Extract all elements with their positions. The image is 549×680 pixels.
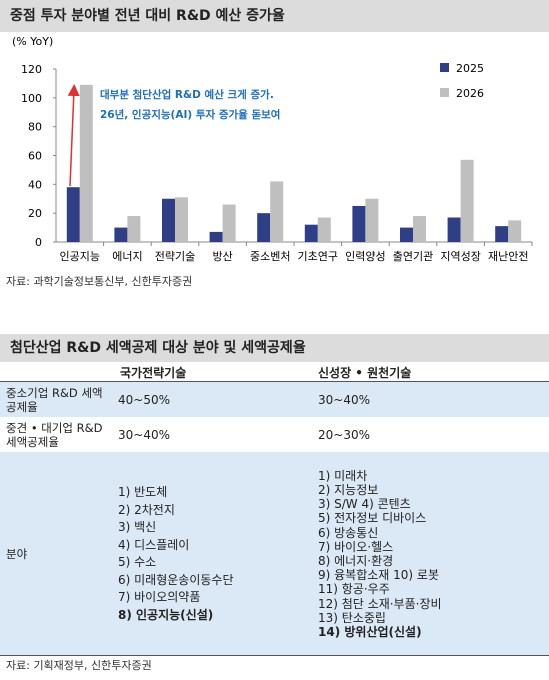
annotation-arrow <box>67 84 80 187</box>
x-tick-label: 출연기관 <box>393 250 433 263</box>
bar <box>79 84 93 242</box>
list-item: 7) 바이오·헬스 <box>318 539 394 554</box>
x-tick-label: 방산 <box>212 250 232 263</box>
y-tick-label: 0 <box>35 236 42 249</box>
bar <box>114 227 128 242</box>
bar <box>270 181 284 242</box>
list-item: 1) 미래차 <box>318 468 368 483</box>
chart: (% YoY) 0 20 40 60 80 100 120 인공지능 에너지 전략기술 방산 중소벤처… <box>12 35 533 263</box>
list-item: 6) 미래형운송이동수단 <box>118 572 234 587</box>
row-label: 중소기업 R&D 세액공제율 <box>6 386 103 414</box>
row-bg <box>0 382 549 418</box>
column-header: 국가전략기술 <box>120 366 187 380</box>
bar <box>175 197 188 242</box>
bar <box>209 231 223 242</box>
list-item: 12) 첨단 소재·부품·장비 <box>318 596 442 611</box>
cell-value: 30~40% <box>318 393 370 407</box>
x-tick-label: 인력양성 <box>345 250 385 263</box>
bar <box>162 198 175 242</box>
bar <box>413 216 426 242</box>
legend-swatch <box>440 63 449 72</box>
list-item: 8) 에너지·환경 <box>318 554 394 568</box>
y-tick-label: 40 <box>28 178 42 191</box>
x-tick-label: 중소벤처 <box>250 250 290 263</box>
chart-source: 자료: 과학기술정보통신부, 신한투자증권 <box>6 275 193 288</box>
list-item: 1) 반도체 <box>118 485 168 499</box>
table-source: 자료: 기획재정부, 신한투자증권 <box>6 659 152 672</box>
cell-value: 30~40% <box>118 428 170 442</box>
bar <box>508 220 522 242</box>
y-tick-label: 100 <box>21 92 42 105</box>
list-item: 11) 항공·우주 <box>318 582 390 597</box>
annotation: 26년, 인공지능(AI) 투자 증가율 돋보여 <box>100 108 280 121</box>
cell-value: 20~30% <box>318 428 370 442</box>
bar <box>365 198 379 242</box>
chart-title: 중점 투자 분야별 전년 대비 R&D 예산 증가율 <box>0 0 549 32</box>
list-item: 13) 탄소중립 <box>318 610 386 625</box>
bar <box>127 216 141 242</box>
list-item: 14) 방위산업(신설) <box>318 625 422 640</box>
table-title: 첨단산업 R&D 세액공제 대상 분야 및 세액공제율 <box>0 334 549 362</box>
x-tick-label: 기초연구 <box>298 250 338 263</box>
cell-list: 1) 미래차 2) 지능정보 3) S/W 4) 콘텐츠 5) 전자정보 디바이스 6)… <box>318 452 549 656</box>
list-item: 2) 지능정보 <box>318 482 379 497</box>
x-tick-label: 전략기술 <box>155 250 195 263</box>
list-item: 5) 수소 <box>118 555 157 569</box>
row-bg <box>0 418 549 452</box>
y-axis-label: (% YoY) <box>12 35 53 48</box>
y-tick-label: 120 <box>21 63 42 76</box>
bar <box>495 226 509 242</box>
bar <box>222 204 236 242</box>
bar <box>304 224 318 242</box>
row-label: 중견 • 대기업 R&D 세액공제율 <box>6 421 103 449</box>
list-item: 7) 바이오의약품 <box>118 590 201 604</box>
bar <box>352 205 366 242</box>
x-tick-label: 인공지능 <box>60 250 100 263</box>
bar <box>460 159 474 242</box>
bar <box>66 187 80 242</box>
header-rule <box>0 362 549 382</box>
list-item: 8) 인공지능(신설) <box>118 607 214 622</box>
list-item: 9) 융복합소재 10) 로봇 <box>318 568 439 583</box>
bar <box>317 217 331 242</box>
legend-label: 2026 <box>456 87 484 100</box>
bar <box>400 227 413 242</box>
annotation: 대부분 첨단산업 R&D 예산 크게 증가. <box>100 88 274 101</box>
bar <box>447 217 461 242</box>
list-item: 6) 방송통신 <box>318 525 379 540</box>
row-label: 분야 <box>6 547 28 561</box>
cell-list: 1) 반도체 2) 2차전지 3) 백신 4) 디스플레이 5) 수소 6) 미래형운송이… <box>118 452 298 656</box>
bottom-rule <box>0 655 549 656</box>
legend-swatch <box>440 88 449 97</box>
column-header: 신성장 • 원천기술 <box>318 366 412 380</box>
x-tick-label: 지역성장 <box>440 250 480 263</box>
bar <box>257 213 271 242</box>
list-item: 3) 백신 <box>118 520 157 534</box>
list-item: 3) S/W 4) 콘텐츠 <box>318 497 411 512</box>
list-item: 4) 디스플레이 <box>118 537 190 552</box>
legend-label: 2025 <box>456 62 484 75</box>
x-tick-label: 에너지 <box>112 250 142 263</box>
y-tick-label: 20 <box>28 207 42 220</box>
y-tick-label: 60 <box>28 150 42 163</box>
list-item: 5) 전자정보 디바이스 <box>318 511 427 526</box>
x-tick-label: 재난안전 <box>488 250 528 263</box>
y-tick-label: 80 <box>28 121 42 134</box>
cell-value: 40~50% <box>118 393 170 407</box>
list-item: 2) 2차전지 <box>118 502 175 517</box>
